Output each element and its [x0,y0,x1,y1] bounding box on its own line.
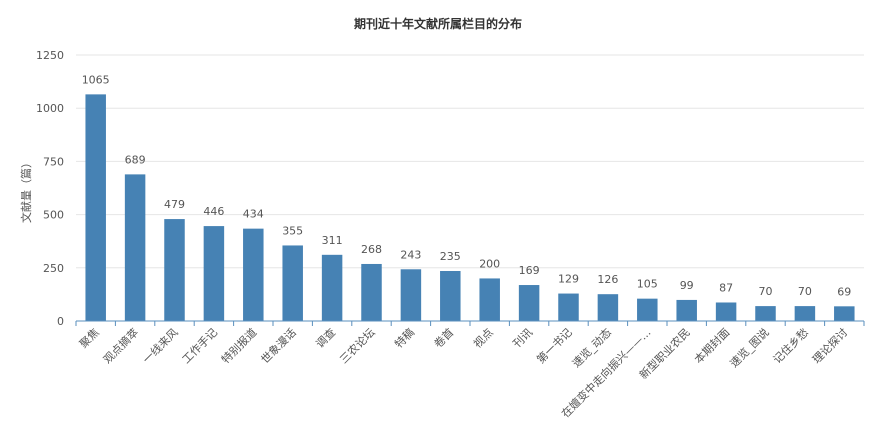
data-label: 70 [798,285,812,298]
data-label: 99 [680,279,694,292]
x-tick-label: 特稿 [392,325,417,350]
x-tick-label: 观点摘萃 [100,325,141,366]
bar [558,293,579,321]
y-axis-label: 文献量（篇） [19,157,33,223]
bar [597,294,619,321]
x-tick-label: 调查 [313,325,338,350]
chart-title: 期刊近十年文献所属栏目的分布 [354,16,522,31]
data-label: 479 [164,198,185,211]
x-tick-label: 聚焦 [77,326,102,351]
bar [637,298,658,321]
x-tick-label: 本期封面 [691,325,732,366]
x-tick-label: 刊讯 [510,326,535,351]
data-label: 689 [125,153,146,166]
data-label: 311 [322,234,343,247]
data-label: 105 [637,278,658,291]
data-label: 355 [282,224,303,237]
data-label: 129 [558,273,579,286]
y-axis-ticks: 0 250 500 750 1000 1250 [36,49,64,328]
gridlines [76,54,864,269]
data-label: 268 [361,243,382,256]
bar [85,94,106,321]
bar [715,302,737,321]
x-tick-label: 三农论坛 [337,325,378,366]
bar [164,219,185,321]
x-tick-label: 第一书记 [534,325,575,366]
bar [203,226,225,321]
x-tick-label: 卷首 [431,325,456,350]
x-tick-label: 特别报道 [218,325,259,366]
x-tick-label: 世象漫话 [258,325,299,366]
data-labels: 1065 689 479 446 434 355 311 268 243 235 200 169 129… [82,73,852,298]
bar [440,270,461,321]
data-label: 235 [440,250,461,263]
bars [85,94,855,321]
bar [124,174,146,321]
x-axis-ticks: 聚焦 观点摘萃 一线来风 工作手记 特别报道 世象漫话 调查 三农论坛 特稿 卷首 视点 刊讯 第一书记… [75,321,865,420]
data-label: 434 [243,208,264,221]
y-tick-label: 0 [57,315,64,328]
data-label: 446 [203,205,224,218]
x-tick-label: 理论探讨 [809,325,850,366]
y-tick-label: 1250 [36,49,64,62]
data-label: 1065 [82,73,110,86]
data-label: 87 [719,281,733,294]
data-label: 243 [400,248,421,261]
bar [361,263,382,321]
bar [755,306,776,321]
bar [400,269,422,321]
y-tick-label: 1000 [36,102,64,115]
bar [834,306,855,321]
x-tick-label: 工作手记 [179,325,220,366]
bar [794,306,816,321]
data-label: 200 [479,257,500,270]
bar [282,245,303,321]
bar [518,285,540,321]
x-tick-label: 速览_图说 [727,325,772,370]
data-label: 69 [837,285,851,298]
x-tick-label: 视点 [470,325,495,350]
y-tick-label: 500 [43,209,64,222]
y-tick-label: 750 [43,155,64,168]
data-label: 169 [519,264,540,277]
data-label: 70 [759,285,773,298]
bar [479,278,500,321]
x-tick-label: 一线来风 [140,325,181,366]
y-tick-label: 250 [43,262,64,275]
x-tick-label: 记住乡愁 [770,325,811,366]
bar [243,228,264,321]
bar [321,254,343,321]
data-label: 126 [597,273,618,286]
bar [676,299,697,321]
